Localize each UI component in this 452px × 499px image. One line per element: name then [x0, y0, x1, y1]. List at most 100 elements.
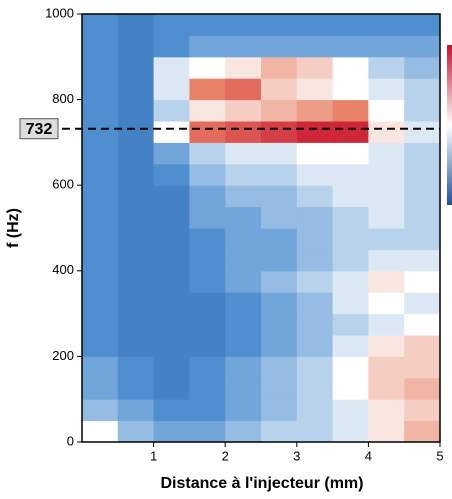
cell — [296, 249, 334, 272]
cell — [225, 14, 262, 36]
cell — [225, 206, 262, 229]
cell — [296, 142, 334, 165]
cell — [332, 163, 369, 186]
cell — [153, 35, 190, 58]
cell — [189, 377, 226, 400]
cell — [404, 420, 441, 443]
cell — [296, 121, 334, 143]
cell — [404, 185, 441, 208]
cell — [225, 420, 262, 443]
cell — [117, 356, 155, 379]
cell — [189, 270, 226, 293]
cell — [189, 249, 226, 272]
cell — [82, 228, 119, 250]
cell — [296, 56, 334, 79]
cell — [332, 206, 369, 229]
cell — [404, 270, 441, 293]
cell — [296, 270, 334, 293]
cell — [117, 377, 155, 400]
cell — [332, 99, 369, 122]
cell — [332, 292, 369, 315]
cell — [82, 185, 119, 208]
cell — [332, 377, 369, 400]
cell — [368, 142, 405, 165]
cell — [404, 399, 441, 422]
cell — [404, 35, 441, 58]
cell — [189, 185, 226, 208]
cell — [261, 206, 298, 229]
cell — [117, 163, 155, 186]
cell — [368, 99, 405, 122]
cell — [153, 206, 190, 229]
cell — [332, 313, 369, 336]
y-tick-label: 800 — [52, 91, 74, 106]
cell — [82, 356, 119, 379]
cell — [404, 313, 441, 336]
cell — [117, 185, 155, 208]
cell — [82, 335, 119, 357]
cell — [189, 142, 226, 165]
cell — [117, 249, 155, 272]
cell — [189, 206, 226, 229]
cell — [225, 78, 262, 101]
cell — [404, 142, 441, 165]
cell — [117, 270, 155, 293]
cell — [189, 399, 226, 422]
cell — [82, 163, 119, 186]
x-tick-label: 2 — [222, 448, 229, 463]
cell — [261, 99, 298, 122]
cell — [153, 356, 190, 379]
cell — [153, 313, 190, 336]
cell — [296, 185, 334, 208]
cell — [82, 206, 119, 229]
cell — [153, 249, 190, 272]
cell — [261, 377, 298, 400]
cell — [153, 185, 190, 208]
cell — [261, 335, 298, 357]
cell — [189, 228, 226, 250]
cell — [117, 56, 155, 79]
cell — [189, 420, 226, 443]
cell — [225, 313, 262, 336]
cell — [153, 56, 190, 79]
cell — [404, 335, 441, 357]
cell — [225, 377, 262, 400]
colorbar — [447, 45, 452, 205]
cell — [404, 121, 441, 143]
cell — [189, 78, 226, 101]
cell — [261, 185, 298, 208]
cell — [82, 56, 119, 79]
cell — [368, 206, 405, 229]
cell — [261, 35, 298, 58]
cell — [117, 78, 155, 101]
cell — [117, 142, 155, 165]
y-tick-label: 200 — [52, 348, 74, 363]
cell — [153, 270, 190, 293]
cell — [296, 420, 334, 443]
cell — [225, 399, 262, 422]
y-tick-label: 0 — [67, 433, 74, 448]
cell — [368, 335, 405, 357]
cell — [153, 377, 190, 400]
cell — [296, 228, 334, 250]
cell — [117, 335, 155, 357]
cell — [117, 313, 155, 336]
cell — [153, 99, 190, 122]
cell — [153, 121, 190, 143]
cell — [261, 142, 298, 165]
cell — [368, 35, 405, 58]
cell — [153, 335, 190, 357]
cell — [404, 249, 441, 272]
cell — [404, 163, 441, 186]
cell — [82, 270, 119, 293]
cell — [332, 270, 369, 293]
reference-label: 732 — [26, 121, 53, 138]
y-tick-label: 1000 — [45, 5, 74, 20]
cell — [225, 163, 262, 186]
cell — [261, 249, 298, 272]
cell — [225, 35, 262, 58]
cell — [296, 14, 334, 36]
cell — [404, 78, 441, 101]
cell — [368, 313, 405, 336]
